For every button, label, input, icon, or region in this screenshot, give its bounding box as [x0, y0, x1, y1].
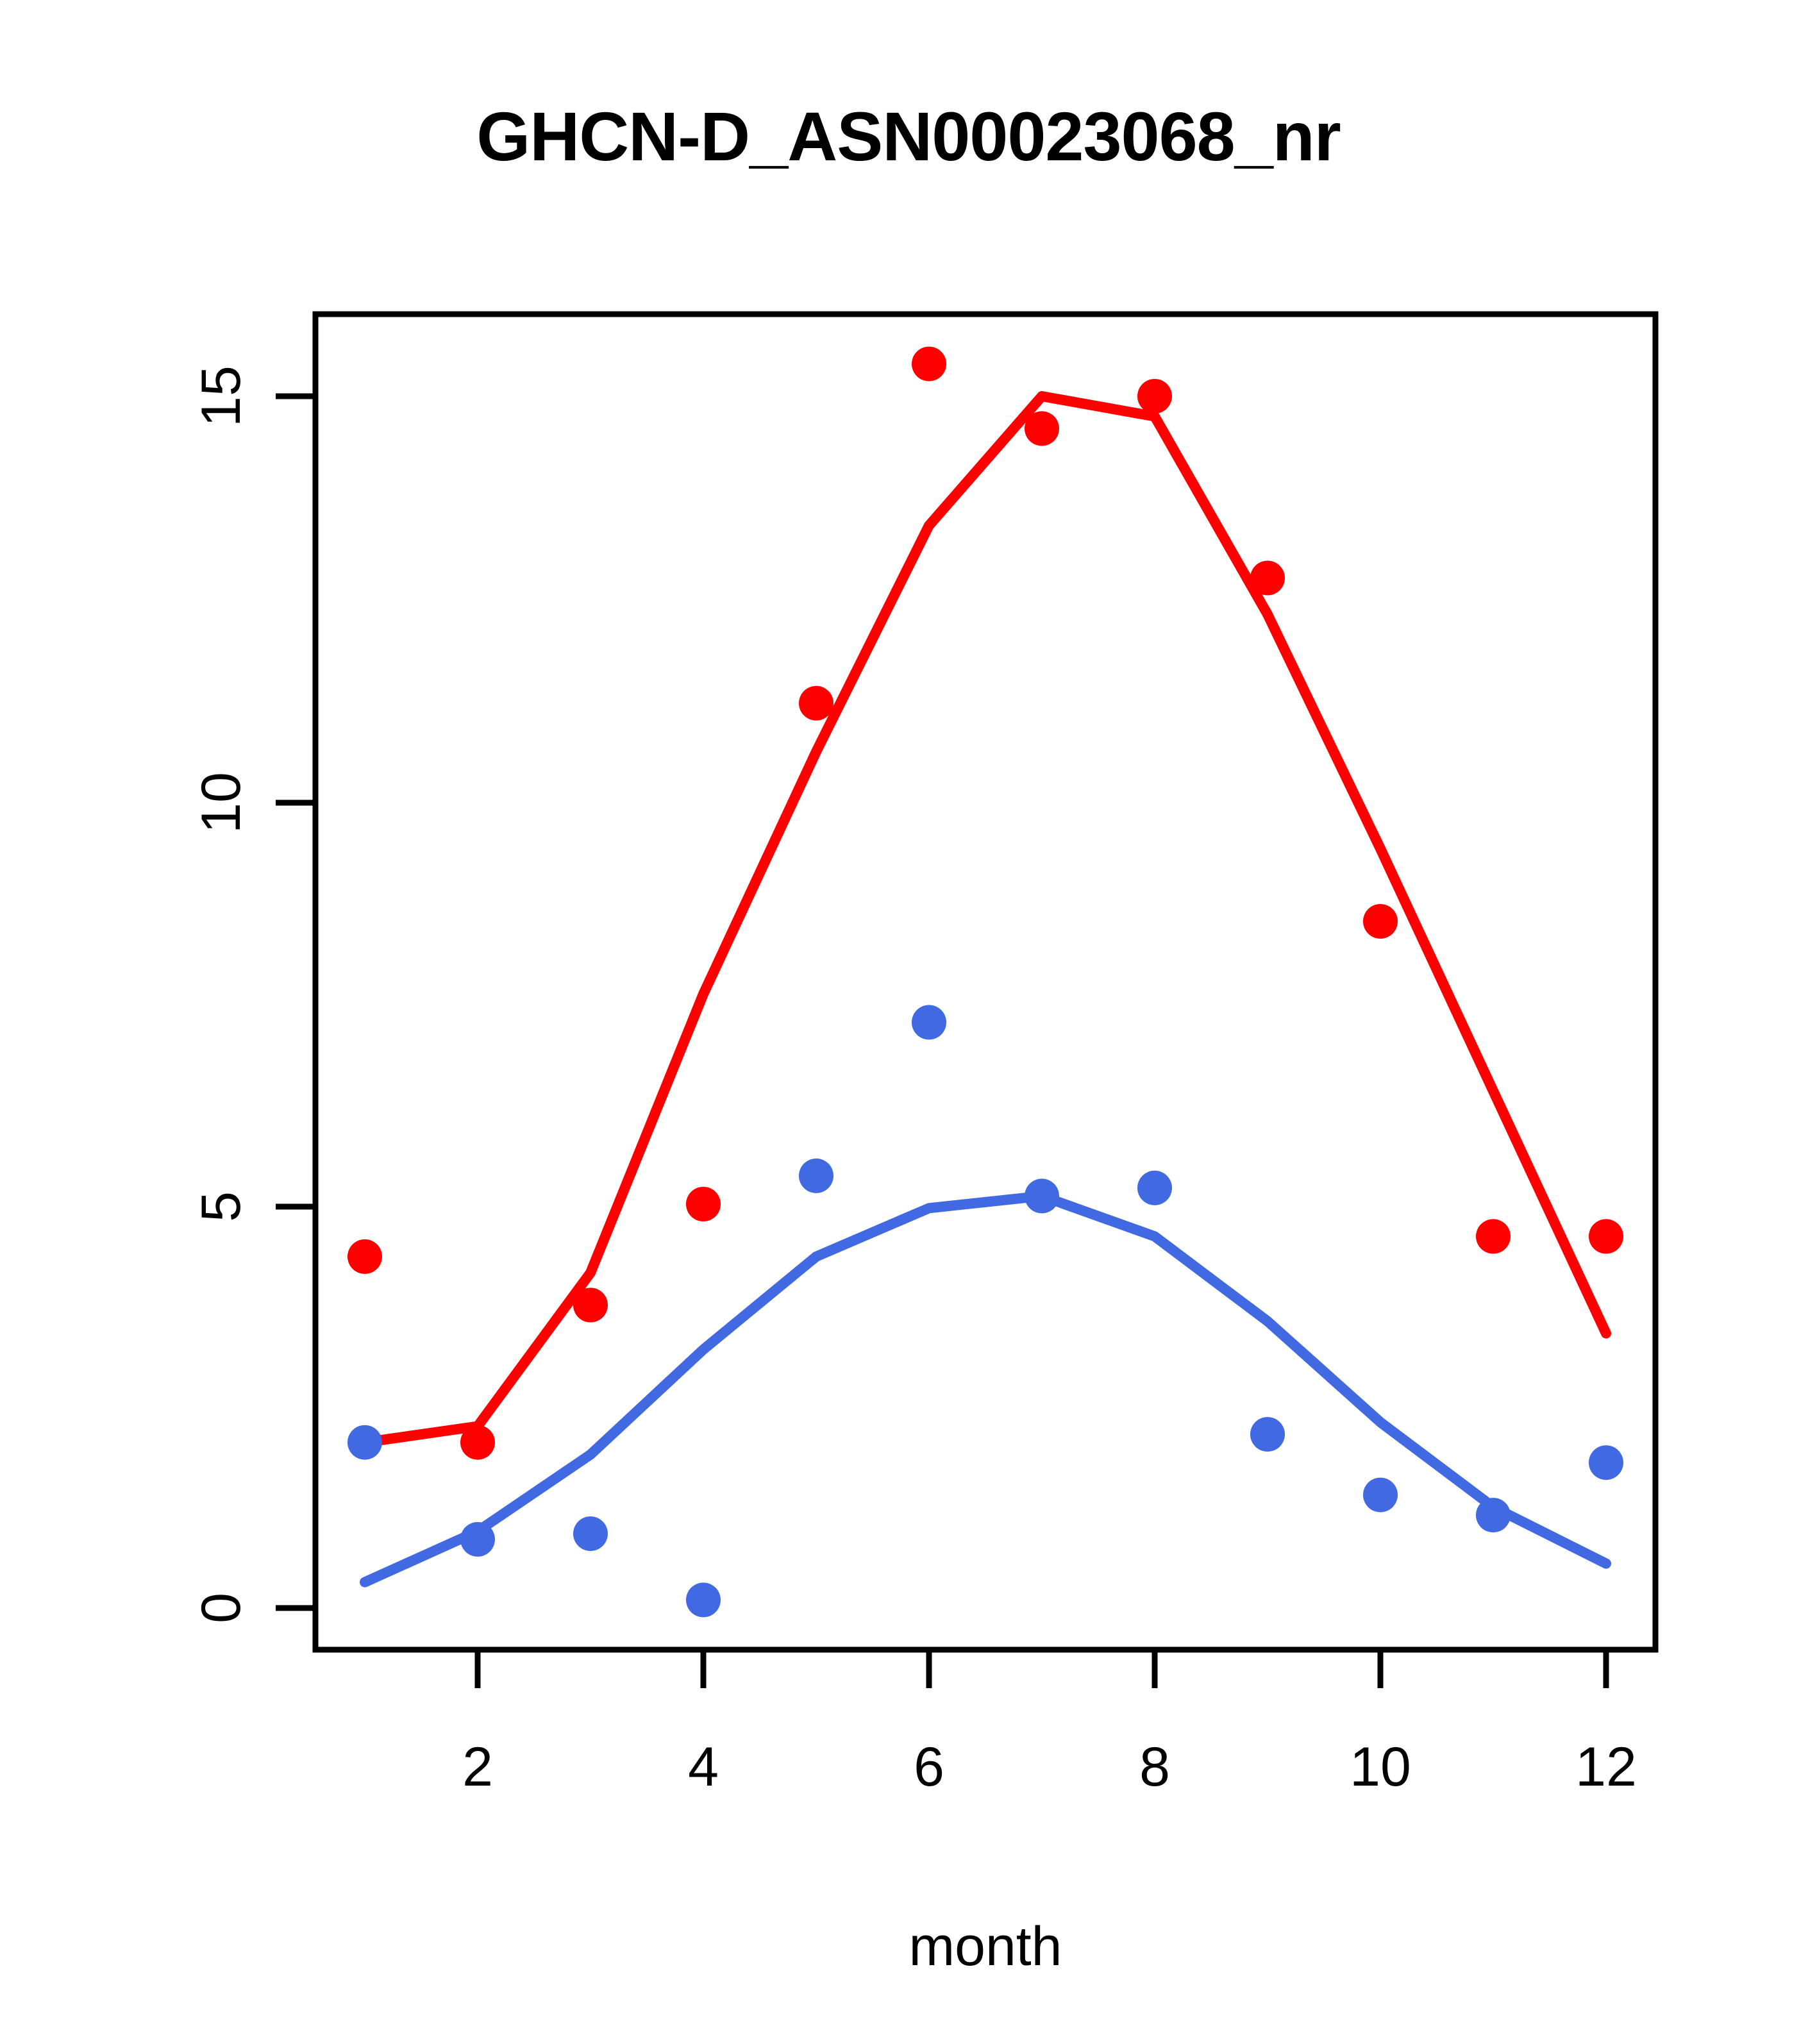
x-tick-label-2: 2: [462, 1736, 493, 1798]
x-tick-label-10: 10: [1350, 1736, 1411, 1798]
blue-data-point: [573, 1516, 608, 1552]
x-tick-label-6: 6: [914, 1736, 944, 1798]
x-tick-label-4: 4: [688, 1736, 719, 1798]
blue-data-point: [1363, 1477, 1398, 1512]
red-data-point: [1476, 1219, 1511, 1254]
blue-data-point: [799, 1158, 833, 1193]
red-data-point: [1137, 379, 1172, 414]
red-data-point: [347, 1239, 382, 1274]
plot-frame: [312, 311, 1659, 1653]
y-tick-label-0: 0: [190, 1593, 252, 1623]
x-axis-ticks: [474, 1650, 1609, 1688]
red-data-point: [460, 1425, 495, 1460]
blue-data-point: [460, 1521, 495, 1557]
blue-data-point: [1250, 1417, 1285, 1452]
red-data-point: [799, 685, 833, 721]
blue-data-point: [347, 1425, 382, 1460]
x-tick-label-8: 8: [1139, 1736, 1170, 1798]
red-data-point: [1025, 411, 1059, 446]
y-tick-label-15: 15: [190, 365, 252, 427]
y-tick-label-10: 10: [190, 772, 252, 834]
red-data-point: [686, 1187, 721, 1221]
blue-trend-line: [360, 1191, 1611, 1587]
red-data-point: [573, 1287, 608, 1323]
series-layer: [347, 346, 1623, 1618]
blue-data-point: [1589, 1445, 1623, 1480]
blue-data-point: [1476, 1498, 1511, 1533]
red-trend-line: [360, 391, 1611, 1448]
blue-data-point: [1025, 1178, 1059, 1214]
page-title: GHCN-D_ASN00023068_nr: [476, 97, 1341, 175]
x-axis-title: month: [908, 1916, 1062, 1977]
red-data-point: [1363, 904, 1398, 939]
x-tick-label-12: 12: [1575, 1736, 1637, 1798]
blue-data-point: [686, 1582, 721, 1618]
blue-data-point: [912, 1005, 946, 1040]
y-axis-ticks: [276, 393, 315, 1611]
blue-data-point: [1137, 1170, 1172, 1205]
y-tick-label-5: 5: [190, 1191, 252, 1222]
red-data-point: [1250, 560, 1285, 596]
red-data-point: [912, 346, 946, 381]
red-data-point: [1589, 1219, 1623, 1254]
